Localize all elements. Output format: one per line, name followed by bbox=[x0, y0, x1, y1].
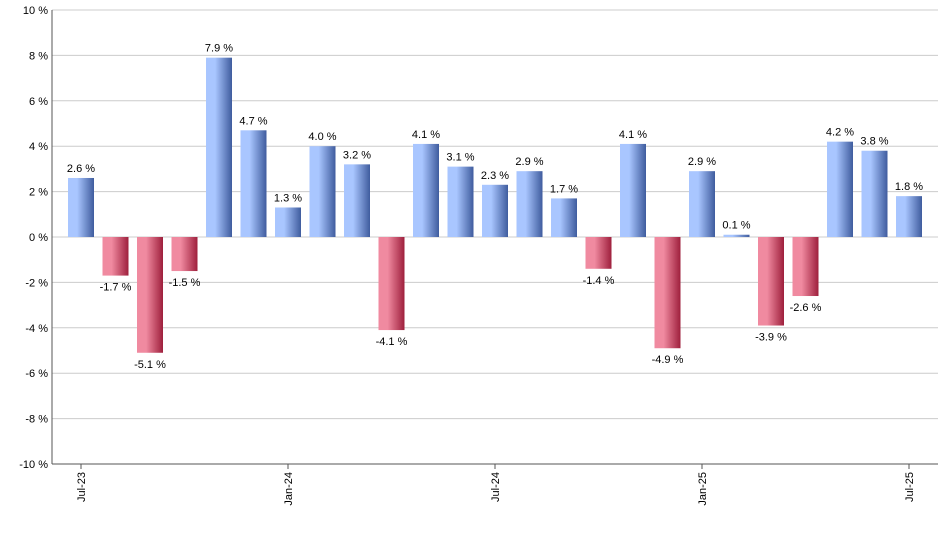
y-tick-label: 10 % bbox=[23, 5, 48, 17]
bar bbox=[240, 130, 267, 237]
data-label: 0.1 % bbox=[722, 220, 750, 232]
data-label: 1.3 % bbox=[274, 192, 302, 204]
y-tick-label: 0 % bbox=[29, 232, 48, 244]
data-label: 4.7 % bbox=[239, 115, 267, 127]
data-label: 2.6 % bbox=[67, 163, 95, 175]
data-label: 1.7 % bbox=[550, 183, 578, 195]
y-tick-label: 8 % bbox=[29, 50, 48, 62]
data-label: 3.8 % bbox=[860, 136, 888, 148]
bar bbox=[171, 237, 198, 272]
bar bbox=[344, 164, 370, 237]
data-label: 3.2 % bbox=[343, 149, 371, 161]
x-tick-label: Jul-25 bbox=[904, 472, 916, 502]
data-label: -5.1 % bbox=[134, 359, 166, 371]
data-label: 4.0 % bbox=[308, 131, 336, 143]
y-tick-label: -6 % bbox=[25, 368, 48, 380]
x-tick-label: Jan-25 bbox=[697, 472, 709, 506]
bar bbox=[896, 196, 922, 237]
bar bbox=[102, 237, 129, 276]
bar bbox=[654, 237, 681, 349]
data-label: -1.4 % bbox=[583, 275, 615, 287]
data-labels: 2.6 % -1.7 % -5.1 % -1.5 % 7.9 % 4.7 % 1.3 % 4.… bbox=[67, 43, 923, 371]
bars bbox=[68, 57, 922, 353]
bar bbox=[275, 207, 301, 237]
bar bbox=[206, 57, 232, 237]
data-label: 1.8 % bbox=[895, 181, 923, 193]
x-axis-tick-labels: Jul-23 Jan-24 Jul-24 Jan-25 Jul-25 bbox=[76, 464, 916, 506]
data-label: 3.1 % bbox=[446, 152, 474, 164]
data-label: -4.1 % bbox=[376, 336, 408, 348]
data-label: 2.9 % bbox=[515, 156, 543, 168]
bar bbox=[585, 237, 612, 269]
bar bbox=[309, 146, 336, 237]
data-label: 7.9 % bbox=[205, 43, 233, 55]
bar bbox=[792, 237, 819, 297]
data-label: -1.5 % bbox=[169, 277, 201, 289]
y-tick-label: -10 % bbox=[19, 459, 48, 471]
data-label: 4.1 % bbox=[619, 129, 647, 141]
y-tick-label: 4 % bbox=[29, 141, 48, 153]
bar bbox=[689, 171, 715, 237]
data-label: 2.3 % bbox=[481, 170, 509, 182]
y-tick-label: -4 % bbox=[25, 323, 48, 335]
bar bbox=[137, 237, 163, 353]
data-label: -4.9 % bbox=[652, 354, 684, 366]
data-label: -2.6 % bbox=[790, 302, 822, 314]
bar bbox=[378, 237, 405, 331]
y-tick-label: -8 % bbox=[25, 414, 48, 426]
data-label: -1.7 % bbox=[100, 282, 132, 294]
bar bbox=[482, 184, 508, 237]
data-label: -3.9 % bbox=[755, 332, 787, 344]
data-label: 2.9 % bbox=[688, 156, 716, 168]
y-tick-label: 6 % bbox=[29, 96, 48, 108]
bar bbox=[827, 141, 853, 237]
y-tick-label: 2 % bbox=[29, 187, 48, 199]
bar bbox=[723, 234, 750, 237]
y-axis-tick-labels: 10 % 8 % 6 % 4 % 2 % 0 % -2 % -4 % -6 % -8 % -10 % bbox=[19, 5, 48, 471]
x-tick-label: Jan-24 bbox=[283, 472, 295, 506]
x-tick-label: Jul-23 bbox=[76, 472, 88, 502]
bar bbox=[758, 237, 784, 326]
data-label: 4.2 % bbox=[826, 127, 854, 139]
bar bbox=[861, 150, 888, 237]
bar bbox=[516, 171, 543, 237]
x-tick-label: Jul-24 bbox=[490, 472, 502, 502]
bar bbox=[551, 198, 577, 237]
bar bbox=[447, 166, 474, 237]
bar bbox=[68, 177, 94, 237]
data-label: 4.1 % bbox=[412, 129, 440, 141]
y-tick-label: -2 % bbox=[25, 277, 48, 289]
bar bbox=[620, 143, 646, 237]
bar bbox=[413, 143, 439, 237]
